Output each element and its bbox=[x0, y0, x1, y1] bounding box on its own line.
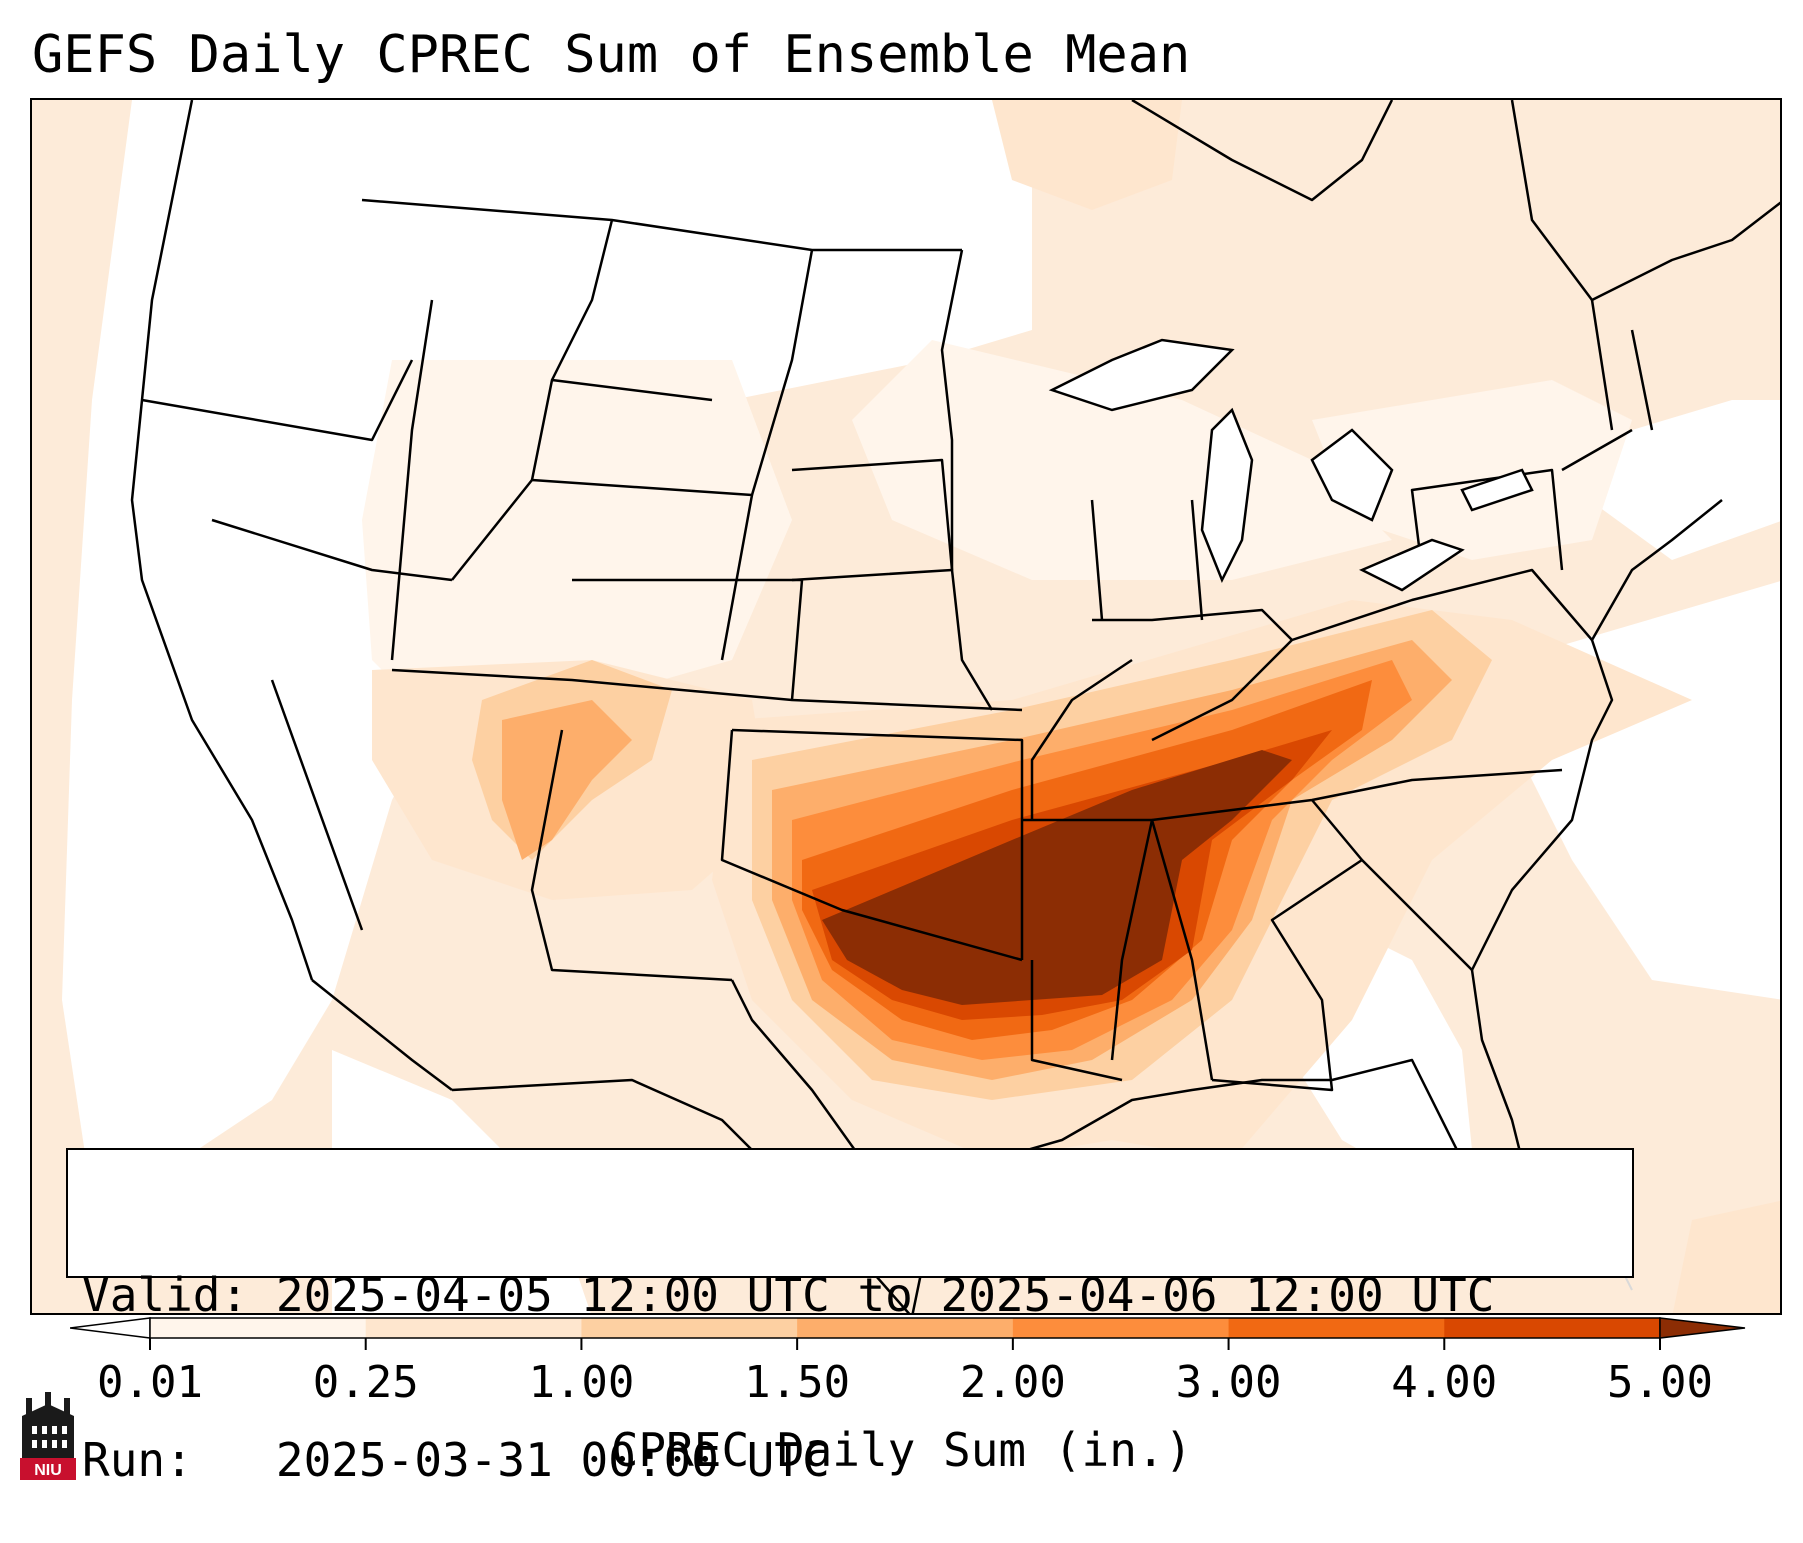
valid-label: Valid: bbox=[82, 1268, 249, 1322]
colorbar-segment bbox=[365, 1318, 582, 1338]
colorbar-segments bbox=[149, 1317, 1661, 1339]
run-label: Run: bbox=[82, 1433, 193, 1487]
colorbar bbox=[70, 1317, 1746, 1350]
colorbar-over-arrow bbox=[1659, 1317, 1746, 1339]
colorbar-tick-label: 0.01 bbox=[97, 1357, 203, 1408]
state-boundaries bbox=[130, 100, 1780, 1313]
great-lakes bbox=[1048, 338, 1534, 592]
colorbar-segment bbox=[797, 1318, 1014, 1338]
colorbar-segment bbox=[1444, 1318, 1661, 1338]
colorbar-tick-label: 0.25 bbox=[312, 1357, 419, 1408]
colorbar-ticks bbox=[149, 1338, 1661, 1350]
niu-logo-icon: NIU bbox=[20, 1392, 76, 1480]
map-title: GEFS Daily CPREC Sum of Ensemble Mean bbox=[32, 25, 1191, 85]
run-row: Run: 2025-03-31 00:00 UTC bbox=[82, 1433, 1618, 1488]
colorbar-tick-label: 1.00 bbox=[528, 1357, 635, 1408]
colorbar-tick-label: 1.50 bbox=[744, 1357, 851, 1408]
info-box: Valid: 2025-04-05 12:00 UTC to 2025-04-0… bbox=[66, 1148, 1634, 1487]
valid-value: 2025-04-05 12:00 UTC to 2025-04-06 12:00… bbox=[275, 1268, 1495, 1322]
colorbar-label: CPREC Daily Sum (in.) bbox=[610, 1423, 1193, 1477]
precip-map bbox=[30, 98, 1782, 1315]
map-canvas bbox=[32, 100, 1780, 1313]
colorbar-tick-label: 5.00 bbox=[1607, 1357, 1713, 1408]
colorbar-segment bbox=[150, 1318, 367, 1338]
colorbar-tick-label: 4.00 bbox=[1391, 1357, 1498, 1408]
trace-precip bbox=[362, 340, 1632, 740]
colorbar-segment bbox=[1012, 1318, 1230, 1338]
precip-over-5 bbox=[822, 750, 1292, 1005]
colorbar-tick-label: 3.00 bbox=[1175, 1357, 1282, 1408]
run-value: 2025-03-31 00:00 UTC bbox=[275, 1433, 830, 1487]
colorbar-tick-label: 2.00 bbox=[959, 1357, 1066, 1408]
valid-row: Valid: 2025-04-05 12:00 UTC to 2025-04-0… bbox=[82, 1268, 1618, 1323]
colorbar-segment bbox=[581, 1318, 798, 1338]
colorbar-segment bbox=[1228, 1318, 1445, 1338]
colorbar-under-arrow bbox=[70, 1317, 151, 1339]
niu-logo-text: NIU bbox=[34, 1462, 62, 1479]
